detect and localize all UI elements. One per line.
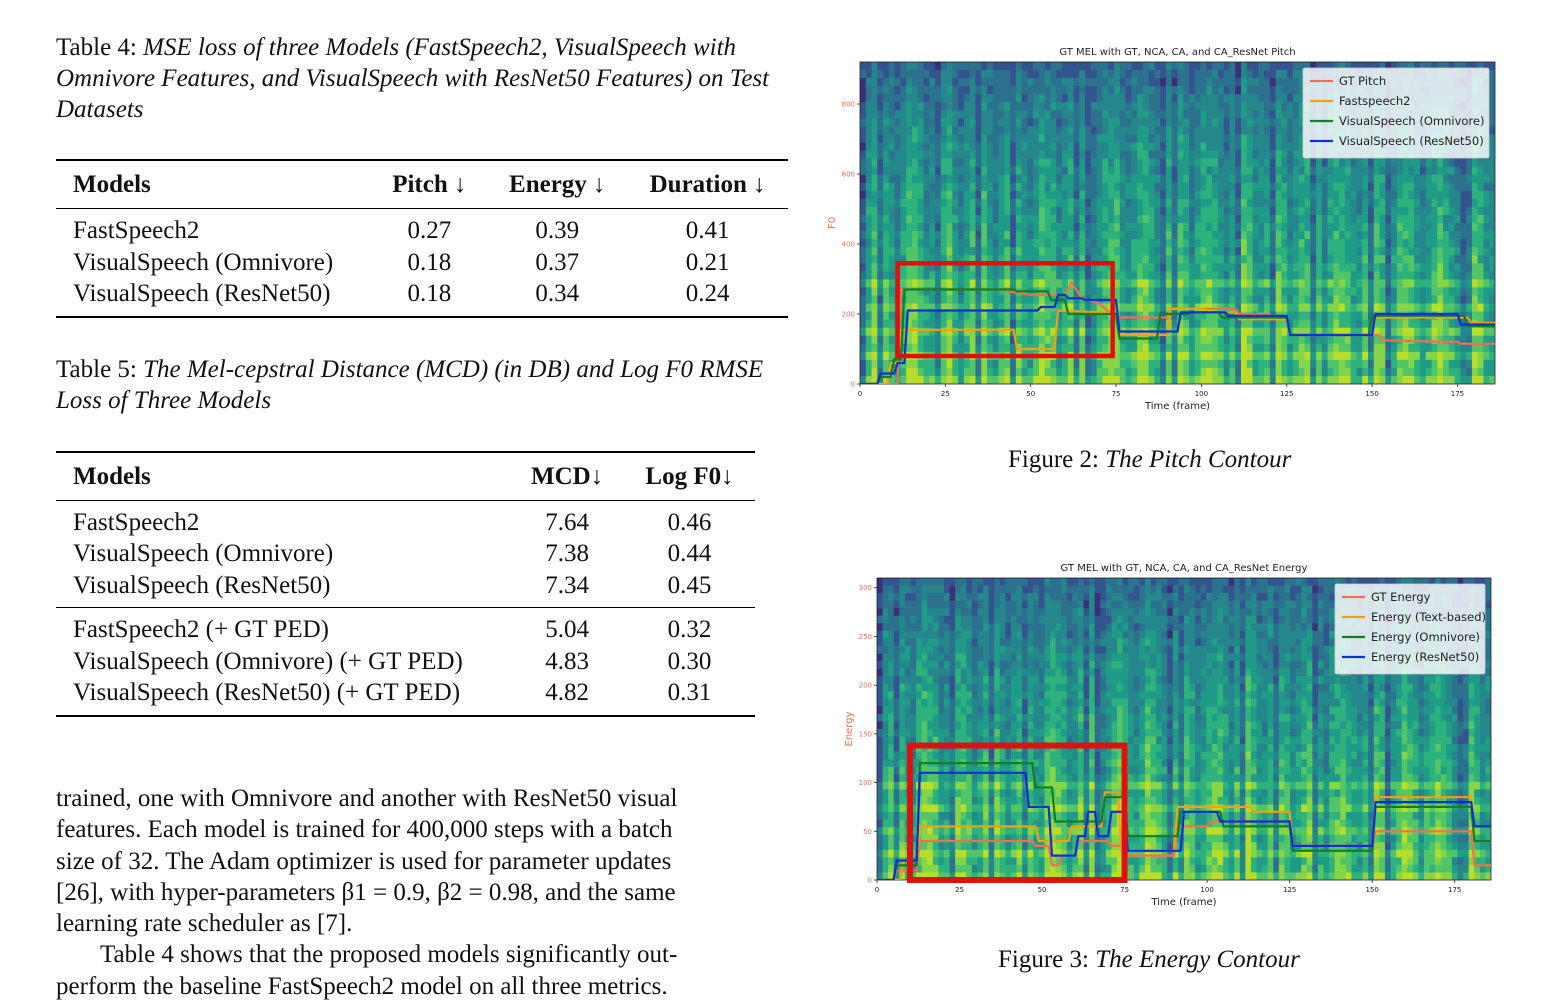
- x-tick-label: 100: [1195, 390, 1208, 398]
- table-row: VisualSpeech (ResNet50) (+ GT PED) 4.82 …: [56, 677, 755, 717]
- left-column: Table 4: MSE loss of three Models (FastS…: [56, 32, 788, 717]
- x-tick-label: 100: [1200, 886, 1213, 894]
- x-tick-label: 75: [1112, 390, 1121, 398]
- table4-caption-text: MSE loss of three Models (FastSpeech2, V…: [56, 34, 770, 123]
- legend-entry: Energy (Text-based): [1371, 610, 1486, 624]
- y-tick-label: 400: [842, 241, 855, 249]
- table-row: VisualSpeech (ResNet50) 7.34 0.45: [56, 569, 755, 608]
- highlight-box: [895, 261, 1115, 359]
- x-tick-label: 0: [858, 390, 862, 398]
- chart-legend: GT Pitch Fastspeech2 VisualSpeech (Omnivor…: [1302, 67, 1490, 159]
- body-line: trained, one with Omnivore and another w…: [56, 785, 678, 812]
- legend-entry: Fastspeech2: [1339, 94, 1410, 108]
- table-row: FastSpeech2 0.27 0.39 0.41: [73, 217, 730, 244]
- table4-header: Pitch ↓: [371, 159, 488, 209]
- x-tick-label: 50: [1026, 390, 1035, 398]
- body-line: [26], with hyper-parameters β1 = 0.9, β2…: [56, 878, 676, 906]
- table5-header: Models: [56, 450, 511, 501]
- x-tick-label: 175: [1448, 886, 1461, 894]
- figure2-caption: Figure 2: The Pitch Contour: [1008, 446, 1292, 473]
- legend-entry: Energy (Omnivore): [1371, 630, 1480, 644]
- x-tick-label: 50: [1038, 886, 1047, 894]
- energy-contour-chart: GT MEL with GT, NCA, CA, and CA_ResNet E…: [844, 563, 1492, 908]
- table-row: VisualSpeech (Omnivore) 0.18 0.37 0.21: [73, 248, 730, 276]
- chart-title: GT MEL with GT, NCA, CA, and CA_ResNet E…: [1061, 563, 1308, 574]
- series-line-3: [877, 771, 1491, 880]
- legend-entry: VisualSpeech (ResNet50): [1339, 134, 1484, 148]
- table5-header: MCD↓: [510, 450, 625, 501]
- table4: Models Pitch ↓ Energy ↓ Duration ↓ FastS…: [56, 159, 788, 318]
- legend-entry: GT Energy: [1371, 590, 1431, 604]
- pitch-contour-chart: GT MEL with GT, NCA, CA, and CA_ResNet P…: [827, 47, 1496, 412]
- y-tick-label: 200: [842, 311, 855, 319]
- x-tick-label: 175: [1451, 390, 1464, 398]
- series-line-3: [860, 293, 1495, 384]
- body-line: features. Each model is trained for 400,…: [56, 816, 673, 844]
- y-axis-label: F0: [827, 217, 838, 229]
- x-tick-label: 150: [1365, 886, 1378, 894]
- table5-caption-text: The Mel-cepstral Distance (MCD) (in DB) …: [56, 355, 764, 414]
- body-line: learning rate scheduler as [7].: [56, 910, 353, 938]
- x-tick-label: 150: [1365, 390, 1378, 398]
- y-tick-label: 150: [859, 730, 872, 738]
- y-tick-label: 250: [859, 633, 872, 641]
- y-tick-label: 0: [851, 381, 855, 389]
- y-tick-label: 200: [859, 682, 872, 690]
- figure3-caption: Figure 3: The Energy Contour: [998, 946, 1300, 973]
- body-paragraph: trained, one with Omnivore and another w…: [56, 783, 736, 1002]
- body-line: size of 32. The Adam optimizer is used f…: [56, 847, 672, 875]
- y-tick-label: 600: [842, 171, 855, 179]
- table-row: VisualSpeech (ResNet50) 0.18 0.34 0.24: [56, 278, 788, 318]
- body-line: perform the baseline FastSpeech2 model o…: [56, 972, 668, 1000]
- legend-entry: VisualSpeech (Omnivore): [1339, 114, 1484, 128]
- table5: Models MCD↓ Log F0↓ FastSpeech2 7.64 0.4…: [56, 450, 755, 717]
- chart-legend: GT Energy Energy (Text-based) Energy (Omni…: [1334, 583, 1486, 675]
- body-line: Table 4 shows that the proposed models s…: [100, 941, 678, 969]
- y-tick-label: 0: [868, 877, 872, 885]
- chart-title: GT MEL with GT, NCA, CA, and CA_ResNet P…: [1059, 47, 1295, 58]
- table4-header: Energy ↓: [487, 159, 628, 209]
- x-axis-label: Time (frame): [1144, 401, 1210, 412]
- table4-header: Models: [56, 159, 372, 209]
- table-row: VisualSpeech (Omnivore) 7.38 0.44: [73, 540, 712, 567]
- table-row: VisualSpeech (Omnivore) (+ GT PED) 4.83 …: [73, 647, 712, 675]
- table4-caption: Table 4: MSE loss of three Models (FastS…: [56, 34, 770, 123]
- table-row: FastSpeech2 7.64 0.46: [73, 508, 712, 536]
- y-tick-label: 300: [859, 584, 872, 592]
- y-tick-label: 100: [859, 779, 872, 787]
- table4-header: Duration ↓: [627, 159, 788, 209]
- highlight-box: [907, 742, 1128, 883]
- legend-entry: GT Pitch: [1339, 74, 1386, 88]
- x-tick-label: 125: [1280, 390, 1293, 398]
- plot-frame: [859, 61, 1496, 385]
- x-tick-label: 25: [955, 886, 964, 894]
- table5-caption: Table 5: The Mel-cepstral Distance (MCD)…: [56, 355, 764, 414]
- table-row: FastSpeech2 (+ GT PED) 5.04 0.32: [73, 616, 712, 643]
- y-tick-label: 800: [842, 101, 855, 109]
- x-tick-label: 25: [941, 390, 950, 398]
- x-axis-label: Time (frame): [1150, 897, 1216, 908]
- y-axis-label: Energy: [844, 711, 855, 746]
- x-tick-label: 75: [1120, 886, 1129, 894]
- x-tick-label: 0: [875, 886, 879, 894]
- plot-frame: [876, 577, 1492, 881]
- x-tick-label: 125: [1283, 886, 1296, 894]
- y-tick-label: 50: [863, 828, 872, 836]
- legend-entry: Energy (ResNet50): [1371, 650, 1479, 664]
- table5-header: Log F0↓: [624, 450, 755, 501]
